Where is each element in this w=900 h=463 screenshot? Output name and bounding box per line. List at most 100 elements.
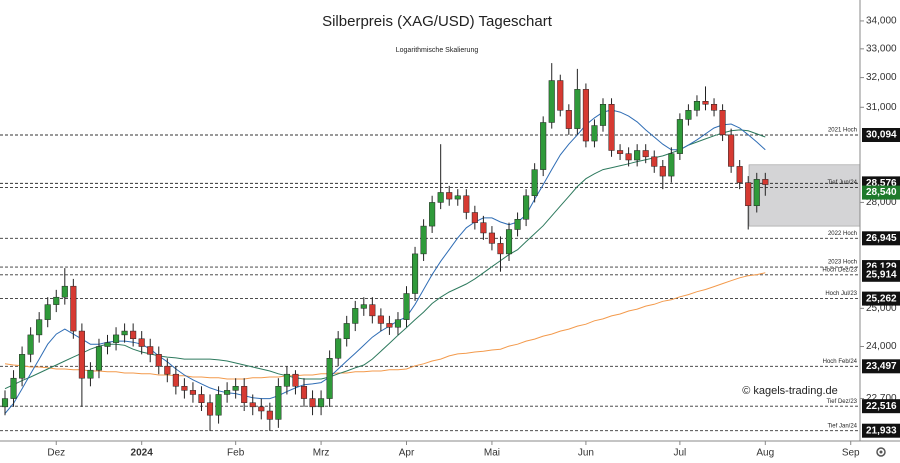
candle-body xyxy=(335,338,342,359)
candle xyxy=(420,219,427,261)
candle-body xyxy=(514,219,521,230)
level-value-label: 25,914 xyxy=(866,269,897,280)
candle-body xyxy=(531,169,538,197)
label-layer: 34,000 33,000 32,000 31,000 28,000 25,000 24,0… xyxy=(47,16,900,459)
candle xyxy=(249,394,256,416)
candle xyxy=(258,398,265,420)
candle xyxy=(292,370,299,395)
settings-icon[interactable] xyxy=(876,447,886,457)
candle xyxy=(318,390,325,416)
candle-body xyxy=(198,394,205,403)
candle-body xyxy=(505,229,513,255)
candle-body xyxy=(215,394,222,416)
candle-body xyxy=(44,304,51,320)
level-value-box xyxy=(862,359,900,374)
candle xyxy=(27,327,34,363)
moving-average-line xyxy=(4,272,766,380)
candle-body xyxy=(574,89,581,129)
y-tick-label: 28,000 xyxy=(866,197,897,208)
level-value-label: 25,262 xyxy=(866,293,897,304)
candle-body xyxy=(164,365,171,375)
level-value-box xyxy=(862,267,900,282)
candle xyxy=(164,358,171,383)
candle xyxy=(728,128,735,173)
level-value-box xyxy=(862,231,900,246)
candle xyxy=(429,195,436,233)
candle-body xyxy=(130,330,137,340)
candle xyxy=(548,63,555,129)
candle xyxy=(634,144,641,167)
candle-body xyxy=(189,390,196,395)
x-tick-label: Sep xyxy=(842,448,860,459)
level-name: 2023 Hoch xyxy=(828,260,857,266)
candle-body xyxy=(728,134,735,167)
y-tick-label: 31,000 xyxy=(866,102,897,113)
chart-subtitle: Logarithmische Skalierung xyxy=(396,47,479,54)
candle-body xyxy=(300,386,308,399)
candle-body xyxy=(360,304,367,309)
candle-body xyxy=(275,386,282,420)
level-name: Tief Jun/24 xyxy=(828,180,858,186)
candle-body xyxy=(591,125,598,142)
x-tick-label: Jul xyxy=(673,448,686,459)
candle xyxy=(497,236,504,272)
candle-body xyxy=(309,398,316,408)
candle-body xyxy=(412,253,419,294)
candle-body xyxy=(420,225,427,255)
candle xyxy=(531,163,538,203)
candle xyxy=(719,104,726,142)
x-tick-label: Apr xyxy=(399,448,415,459)
candle-body xyxy=(155,354,162,367)
candle xyxy=(574,68,581,135)
candle-body xyxy=(719,110,726,136)
candle-body xyxy=(172,373,179,387)
candle-body xyxy=(676,119,683,154)
candle-body xyxy=(232,386,239,391)
candle-body xyxy=(685,110,692,120)
level-value-box xyxy=(862,128,900,143)
candle-body xyxy=(745,182,752,207)
candle xyxy=(104,334,111,355)
candle-body xyxy=(668,153,675,177)
candle xyxy=(642,144,649,164)
candle xyxy=(360,297,367,316)
candle-body xyxy=(488,232,495,244)
candle-body xyxy=(36,319,43,336)
x-tick-label: Aug xyxy=(756,448,774,459)
level-name: Hoch Jul/23 xyxy=(825,291,857,297)
candle xyxy=(702,86,709,111)
candle xyxy=(394,312,402,335)
candle-body xyxy=(540,122,547,170)
candle xyxy=(189,382,196,403)
level-layer xyxy=(0,134,860,432)
candle xyxy=(95,338,103,379)
candle-body xyxy=(762,179,769,185)
level-value-box xyxy=(862,423,900,438)
candle xyxy=(557,74,564,117)
candle-body xyxy=(318,398,325,408)
candle-body xyxy=(138,338,145,347)
ma-layer xyxy=(4,109,766,414)
candle xyxy=(608,98,615,157)
moving-average-line xyxy=(4,109,766,414)
candle xyxy=(762,172,769,196)
candle-body xyxy=(753,179,760,207)
candle xyxy=(523,189,530,227)
candle-body xyxy=(352,308,359,324)
candle xyxy=(130,323,137,347)
gear-hub xyxy=(879,450,883,454)
candle-body xyxy=(206,402,214,416)
candle xyxy=(412,246,419,301)
candle xyxy=(617,144,624,160)
candle-body xyxy=(121,330,128,336)
candle-body xyxy=(292,373,299,387)
candle xyxy=(215,386,222,424)
candle-body xyxy=(241,386,248,403)
candle xyxy=(454,189,461,206)
candle xyxy=(386,315,393,335)
x-tick-label: Mrz xyxy=(313,448,330,459)
current-price-label: 28,540 xyxy=(866,187,897,198)
candle xyxy=(599,98,607,132)
candle-body xyxy=(1,398,9,408)
candle xyxy=(44,297,51,328)
